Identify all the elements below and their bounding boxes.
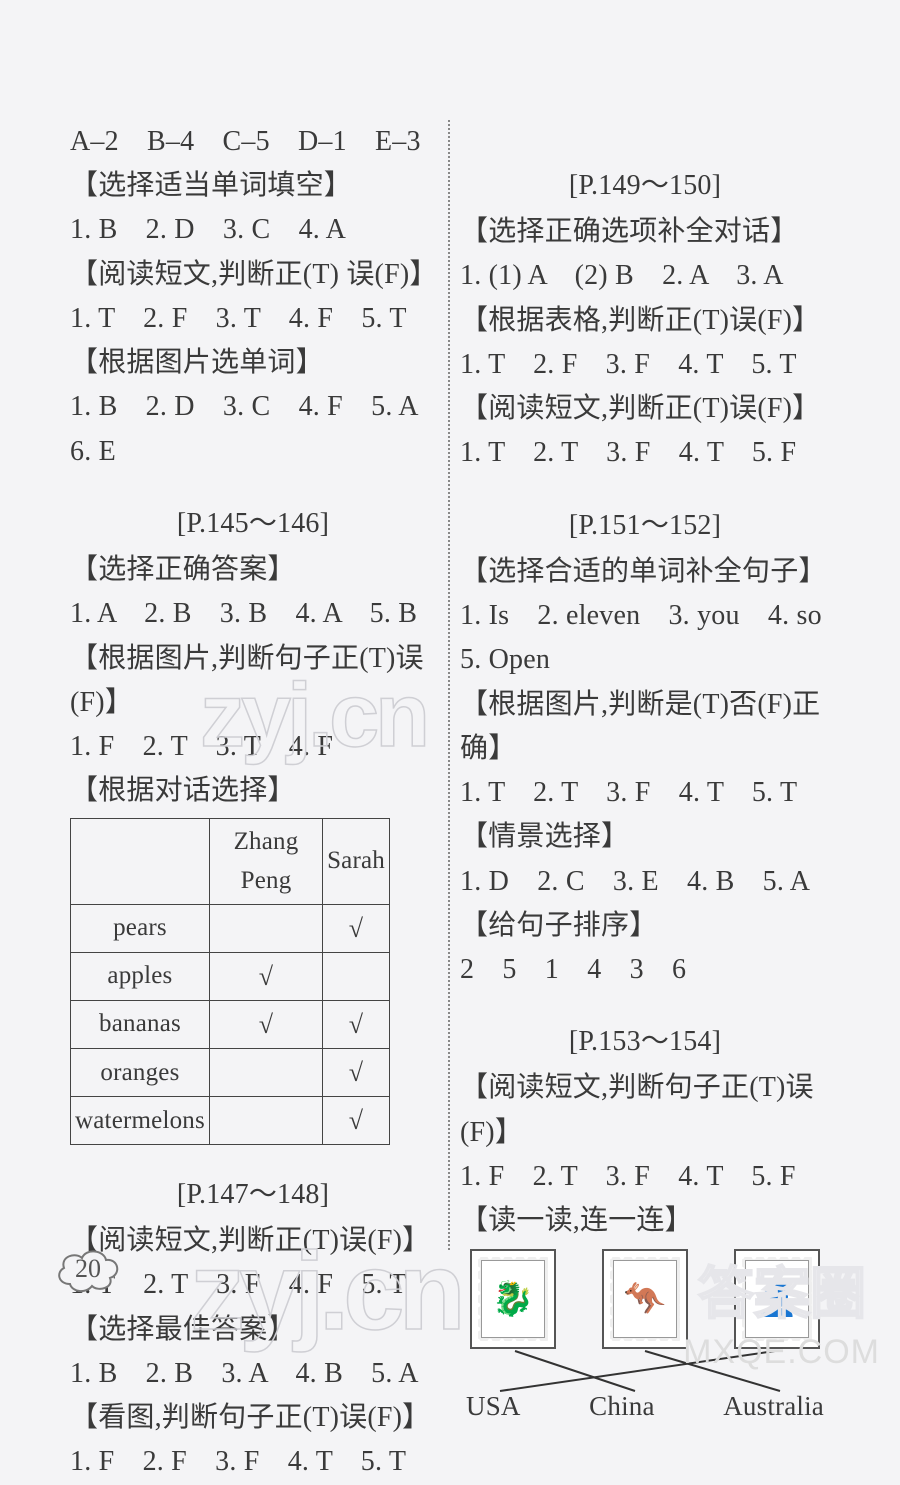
answers-line: 1. A 2. B 3. B 4. A 5. B: [70, 592, 436, 636]
section-title: 【选择合适的单词补全句子】: [460, 550, 830, 594]
answers-line: 1. B 2. D 3. C 4. A: [70, 208, 436, 252]
answers-line: 1. B 2. B 3. A 4. B 5. A: [70, 1352, 436, 1396]
row-label: apples: [71, 952, 210, 1000]
page-number: 20: [52, 1244, 124, 1294]
section-title: 【选择正确答案】: [70, 548, 436, 592]
match-label: Australia: [723, 1385, 824, 1428]
spacer: [460, 120, 830, 164]
answers-line: 1. Is 2. eleven 3. you 4. so: [460, 594, 830, 638]
table-header-row: Zhang Peng Sarah: [71, 818, 390, 904]
section-title: 【选择适当单词填空】: [70, 164, 436, 208]
row-label: pears: [71, 904, 210, 952]
section-title: 【选择正确选项补全对话】: [460, 210, 830, 254]
row-label: bananas: [71, 1000, 210, 1048]
section-title: 【根据表格,判断正(T)误(F)】: [460, 299, 830, 343]
cell: √: [323, 1048, 390, 1096]
table-header-cell: Sarah: [323, 818, 390, 904]
section-title: 【根据图片选单词】: [70, 341, 436, 385]
preference-table: Zhang Peng Sarah pears √ apples √ banana…: [70, 818, 390, 1145]
cell: [323, 952, 390, 1000]
answers-line: 5. Open: [460, 638, 830, 682]
section-title: 【阅读短文,判断正(T)误(F)】: [70, 1219, 436, 1263]
answers-line: 1. D 2. C 3. E 4. B 5. A: [460, 860, 830, 904]
section-title: 【选择最佳答案】: [70, 1308, 436, 1352]
answers-line: 1. F 2. F 3. F 4. T 5. T: [70, 1440, 436, 1484]
answers-line: 1. B 2. D 3. C 4. F 5. A: [70, 385, 436, 429]
answers-line: 6. E: [70, 430, 436, 474]
answers-line: 1. T 2. T 3. F 4. T 5. T: [460, 771, 830, 815]
answers-line: 1. T 2. T 3. F 4. F 5. T: [70, 1263, 436, 1307]
table-row: bananas √ √: [71, 1000, 390, 1048]
section-title: (F)】: [70, 681, 436, 725]
cell: √: [323, 1096, 390, 1144]
cell: √: [209, 1000, 322, 1048]
cell: [209, 904, 322, 952]
page-range-header: [P.149～150]: [460, 164, 830, 208]
right-column: [P.149～150] 【选择正确选项补全对话】 1. (1) A (2) B …: [460, 120, 830, 1250]
match-label: China: [589, 1385, 655, 1428]
table-row: oranges √: [71, 1048, 390, 1096]
table-header-cell: [71, 818, 210, 904]
stamp-icon: 🐉: [470, 1249, 556, 1349]
answers-line: 2 5 1 4 3 6: [460, 948, 830, 992]
section-title: 确】: [460, 727, 830, 771]
match-label: USA: [466, 1385, 521, 1428]
row-label: oranges: [71, 1048, 210, 1096]
page: A–2 B–4 C–5 D–1 E–3 【选择适当单词填空】 1. B 2. D…: [0, 0, 900, 1390]
cell: √: [209, 952, 322, 1000]
answers-line: 1. T 2. F 3. T 4. F 5. T: [70, 297, 436, 341]
answers-line: 1. (1) A (2) B 2. A 3. A: [460, 254, 830, 298]
watermark-url: MXQE.COM: [683, 1333, 880, 1372]
section-title: 【阅读短文,判断正(T) 误(F)】: [70, 253, 436, 297]
answers-line: 1. T 2. F 3. F 4. T 5. T: [460, 343, 830, 387]
section-title: 【阅读短文,判断句子正(T)误: [460, 1066, 830, 1110]
column-divider: [448, 120, 450, 1250]
section-title: 【看图,判断句子正(T)误(F)】: [70, 1396, 436, 1440]
section-title: (F)】: [460, 1111, 830, 1155]
stamp-glyph: 🦘: [613, 1260, 677, 1338]
answers-line: 1. T 2. T 3. F 4. T 5. F: [460, 431, 830, 475]
section-title: 【根据对话选择】: [70, 769, 436, 813]
section-title: 【给句子排序】: [460, 904, 830, 948]
stamp-glyph: 🐉: [481, 1260, 545, 1338]
left-column: A–2 B–4 C–5 D–1 E–3 【选择适当单词填空】 1. B 2. D…: [70, 120, 436, 1250]
answers-line: 1. F 2. T 3. F 4. T 5. F: [460, 1155, 830, 1199]
two-column-layout: A–2 B–4 C–5 D–1 E–3 【选择适当单词填空】 1. B 2. D…: [70, 120, 830, 1250]
section-title: 【阅读短文,判断正(T)误(F)】: [460, 387, 830, 431]
pair-answers: A–2 B–4 C–5 D–1 E–3: [70, 120, 436, 164]
watermark-brand-icon: 答案圈: [698, 1249, 866, 1330]
page-range-header: [P.145～146]: [70, 502, 436, 546]
table-row: apples √: [71, 952, 390, 1000]
row-label: watermelons: [71, 1096, 210, 1144]
page-range-header: [P.151～152]: [460, 504, 830, 548]
table-header-cell: Zhang Peng: [209, 818, 322, 904]
match-labels: USA China Australia: [460, 1385, 830, 1428]
table-row: watermelons √: [71, 1096, 390, 1144]
section-title: 【根据图片,判断是(T)否(F)正: [460, 683, 830, 727]
page-range-header: [P.147～148]: [70, 1173, 436, 1217]
page-number-badge: 20: [52, 1244, 124, 1294]
page-range-header: [P.153～154]: [460, 1020, 830, 1064]
section-title: 【读一读,连一连】: [460, 1199, 830, 1243]
stamp-icon: 🦘: [602, 1249, 688, 1349]
cell: √: [323, 904, 390, 952]
cell: [209, 1048, 322, 1096]
section-title: 【根据图片,判断句子正(T)误: [70, 637, 436, 681]
cell: [209, 1096, 322, 1144]
answers-line: 1. F 2. T 3. T 4. F: [70, 725, 436, 769]
section-title: 【情景选择】: [460, 815, 830, 859]
cell: √: [323, 1000, 390, 1048]
table-row: pears √: [71, 904, 390, 952]
